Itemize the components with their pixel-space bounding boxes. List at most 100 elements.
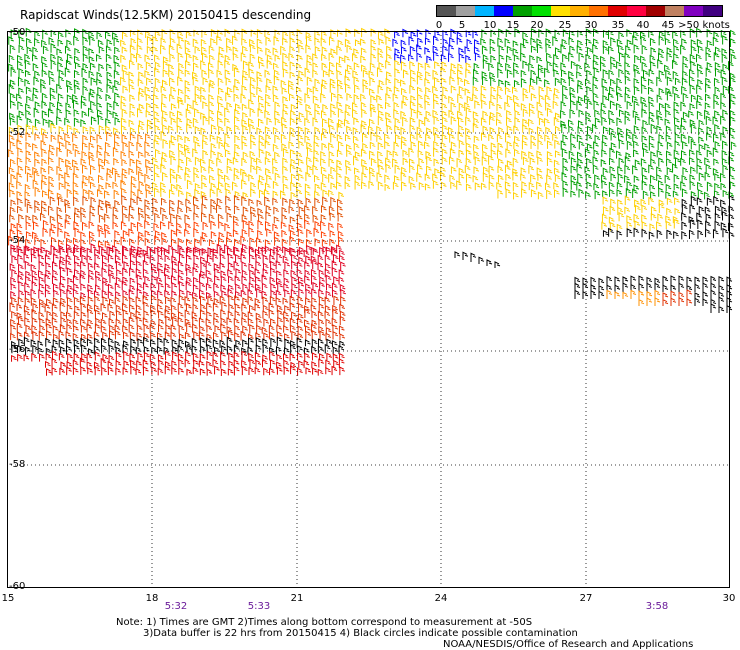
wind-barb	[634, 68, 641, 78]
wind-barb	[106, 63, 112, 71]
wind-barb	[289, 45, 296, 53]
wind-barb	[242, 124, 248, 135]
wind-barb	[592, 76, 599, 85]
wind-barb	[370, 53, 377, 63]
wind-barb	[602, 85, 609, 95]
wind-barb	[714, 86, 721, 95]
wind-barb	[410, 141, 417, 150]
wind-barb	[89, 62, 96, 71]
wind-barb	[184, 69, 191, 77]
wind-barb	[409, 124, 416, 134]
wind-barb	[376, 134, 383, 142]
wind-barb	[464, 102, 470, 112]
wind-barb	[698, 136, 704, 144]
wind-barb	[192, 54, 199, 62]
wind-barb	[114, 117, 121, 126]
wind-barb	[17, 132, 24, 143]
wind-barb	[386, 86, 393, 95]
wind-barb	[536, 43, 543, 54]
wind-barb	[369, 103, 376, 112]
wind-barb	[169, 77, 175, 87]
wind-barb	[377, 52, 384, 63]
wind-barb	[162, 124, 168, 133]
wind-barb	[497, 85, 503, 95]
wind-barb	[121, 46, 128, 54]
wind-barb	[128, 119, 135, 127]
wind-barb	[530, 140, 537, 150]
wind-barb	[352, 135, 359, 143]
wind-barb	[130, 37, 137, 48]
wind-barb	[424, 78, 431, 87]
wind-barb	[481, 99, 487, 109]
wind-barb	[234, 143, 240, 152]
wind-barb	[145, 110, 152, 118]
wind-barb	[129, 94, 135, 102]
wind-barb	[370, 94, 376, 103]
wind-barb	[274, 134, 281, 144]
wind-barb	[537, 139, 544, 150]
wind-barb	[144, 54, 151, 62]
wind-barb	[465, 107, 472, 117]
wind-barb	[450, 63, 457, 71]
wind-barb	[705, 67, 712, 77]
wind-barb	[312, 62, 319, 71]
wind-barb	[248, 99, 254, 109]
wind-barb	[416, 132, 423, 141]
wind-barb	[624, 69, 631, 78]
wind-barb	[298, 44, 305, 53]
wind-barb	[506, 45, 513, 54]
wind-barb	[504, 86, 511, 95]
wind-barb	[120, 117, 127, 126]
legend-label-30: 30	[584, 20, 598, 31]
wind-barb	[696, 53, 702, 63]
wind-barb	[729, 165, 736, 176]
wind-barb	[489, 115, 495, 125]
wind-barb	[602, 39, 609, 48]
wind-barb	[498, 28, 504, 38]
wind-barb	[240, 52, 247, 62]
wind-barb	[90, 77, 97, 86]
wind-barb	[138, 120, 145, 128]
wind-barb	[688, 75, 695, 86]
wind-barb	[218, 125, 224, 135]
wind-barb	[192, 71, 198, 80]
wind-barb	[441, 61, 448, 71]
wind-barb	[554, 125, 561, 134]
wind-barb	[208, 83, 215, 93]
wind-barb	[290, 103, 297, 112]
wind-barb	[688, 110, 694, 118]
wind-barb	[554, 112, 561, 120]
wind-barb	[264, 101, 271, 111]
wind-barb	[689, 69, 695, 78]
wind-barb	[114, 61, 121, 71]
wind-barb	[560, 100, 567, 110]
wind-barb	[489, 71, 495, 79]
wind-barb	[329, 124, 335, 134]
wind-barb	[176, 125, 183, 133]
wind-barb	[480, 117, 487, 126]
wind-barb	[522, 31, 529, 39]
wind-barb	[225, 92, 231, 102]
wind-barb	[552, 100, 559, 109]
wind-barb	[336, 62, 342, 72]
wind-barb	[218, 46, 225, 55]
wind-barb	[361, 64, 367, 72]
wind-barb	[520, 52, 526, 62]
wind-barb	[24, 59, 31, 70]
wind-barb	[96, 133, 103, 144]
legend-swatch	[513, 6, 532, 16]
wind-barb	[249, 43, 256, 53]
wind-barb	[194, 125, 201, 134]
wind-barb	[632, 95, 638, 103]
wind-barb	[609, 86, 615, 96]
wind-barb	[402, 94, 409, 104]
wind-barb	[658, 35, 665, 46]
wind-barb	[458, 53, 465, 62]
wind-barb	[658, 87, 665, 96]
wind-barb	[714, 46, 721, 56]
wind-barb	[8, 63, 14, 72]
wind-barb	[456, 31, 463, 40]
wind-barb	[432, 85, 438, 94]
wind-barb	[674, 117, 680, 125]
wind-barb	[504, 38, 511, 47]
